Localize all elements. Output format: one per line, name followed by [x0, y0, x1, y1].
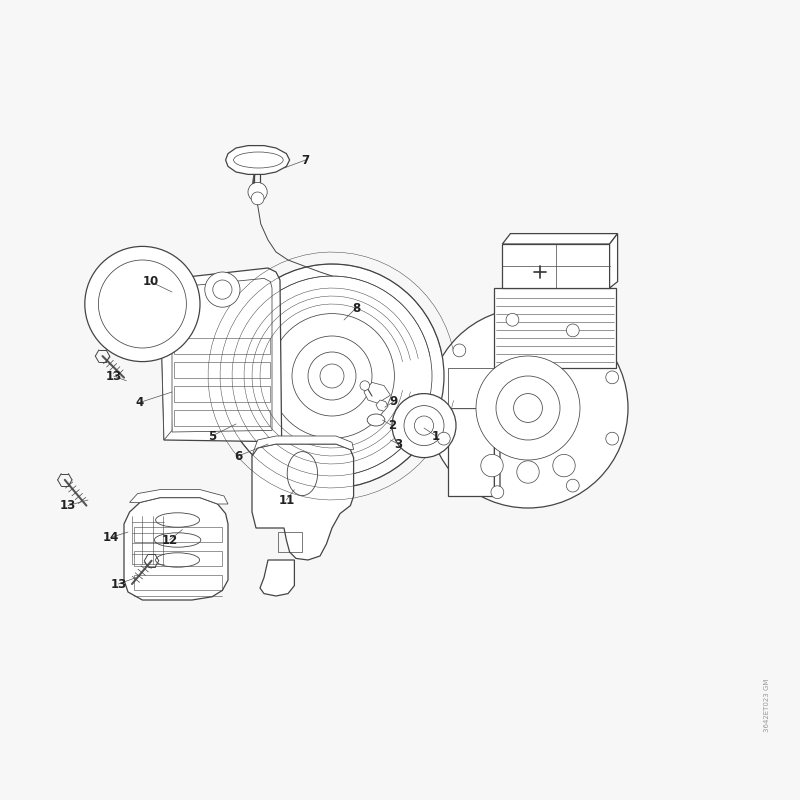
- Circle shape: [98, 260, 186, 348]
- Circle shape: [270, 314, 394, 438]
- Circle shape: [414, 416, 434, 435]
- Text: 3642ET023 GM: 3642ET023 GM: [765, 678, 770, 732]
- Circle shape: [506, 314, 519, 326]
- Polygon shape: [494, 408, 500, 498]
- Circle shape: [308, 352, 356, 400]
- Text: 12: 12: [162, 534, 178, 546]
- Circle shape: [476, 356, 580, 460]
- Polygon shape: [494, 288, 616, 368]
- Circle shape: [232, 276, 432, 476]
- Polygon shape: [448, 368, 494, 408]
- Circle shape: [251, 192, 264, 205]
- Circle shape: [566, 324, 579, 337]
- Polygon shape: [130, 490, 228, 504]
- Circle shape: [320, 364, 344, 388]
- Polygon shape: [364, 382, 390, 403]
- Polygon shape: [610, 234, 618, 288]
- Text: 1: 1: [432, 430, 440, 442]
- Text: 3: 3: [394, 438, 402, 450]
- Polygon shape: [260, 560, 294, 596]
- Circle shape: [606, 371, 618, 384]
- Polygon shape: [448, 408, 494, 496]
- Polygon shape: [376, 400, 388, 411]
- Text: 10: 10: [142, 275, 158, 288]
- Circle shape: [428, 308, 628, 508]
- Circle shape: [404, 406, 444, 446]
- Text: 13: 13: [60, 499, 76, 512]
- Circle shape: [496, 376, 560, 440]
- Text: 13: 13: [110, 578, 126, 590]
- Polygon shape: [226, 146, 290, 174]
- Text: 6: 6: [234, 450, 242, 462]
- Text: 8: 8: [352, 302, 360, 314]
- Polygon shape: [252, 436, 354, 456]
- Circle shape: [438, 432, 450, 445]
- Circle shape: [213, 280, 232, 299]
- Circle shape: [514, 394, 542, 422]
- Circle shape: [292, 336, 372, 416]
- Ellipse shape: [234, 152, 283, 168]
- Text: 2: 2: [388, 419, 396, 432]
- Circle shape: [220, 264, 444, 488]
- Circle shape: [606, 432, 618, 445]
- Polygon shape: [502, 244, 610, 288]
- Text: 5: 5: [208, 430, 216, 442]
- Polygon shape: [160, 268, 282, 442]
- Circle shape: [85, 246, 200, 362]
- Polygon shape: [160, 272, 172, 440]
- Text: 11: 11: [278, 494, 294, 506]
- Text: 13: 13: [106, 370, 122, 382]
- Circle shape: [205, 272, 240, 307]
- Circle shape: [553, 454, 575, 477]
- Text: 14: 14: [102, 531, 118, 544]
- Polygon shape: [502, 234, 618, 244]
- Circle shape: [491, 486, 504, 498]
- Circle shape: [481, 454, 503, 477]
- Text: 4: 4: [136, 396, 144, 409]
- Circle shape: [248, 182, 267, 202]
- Circle shape: [566, 479, 579, 492]
- Text: 9: 9: [390, 395, 398, 408]
- Circle shape: [517, 461, 539, 483]
- Circle shape: [392, 394, 456, 458]
- Circle shape: [360, 381, 370, 390]
- Text: 7: 7: [302, 154, 310, 166]
- Polygon shape: [252, 444, 354, 560]
- Circle shape: [453, 344, 466, 357]
- Ellipse shape: [367, 414, 385, 426]
- Polygon shape: [124, 498, 228, 600]
